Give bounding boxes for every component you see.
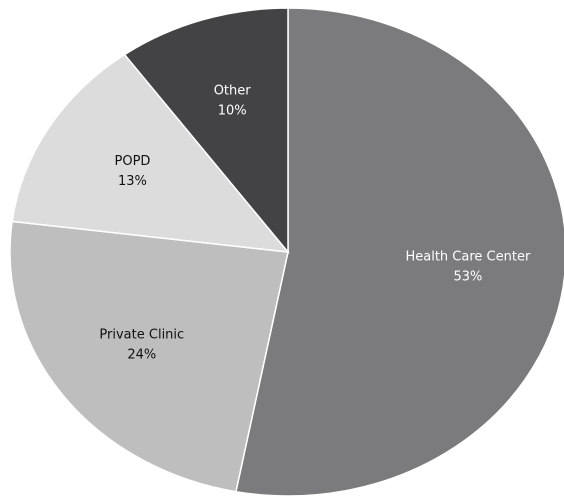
slice-label: Private Clinic [99,328,184,343]
slice-value-label: 10% [218,104,247,119]
slice-value-label: 13% [118,174,147,189]
slice-label: POPD [115,154,151,169]
pie-slice [11,53,290,253]
slice-label: Health Care Center [405,249,530,264]
slice-label: Other [214,84,252,99]
pie-slice [235,7,564,497]
pie-slice [9,220,289,493]
slice-value-label: 53% [453,269,482,284]
pie-slice [123,7,289,255]
slice-value-label: 24% [127,348,156,363]
